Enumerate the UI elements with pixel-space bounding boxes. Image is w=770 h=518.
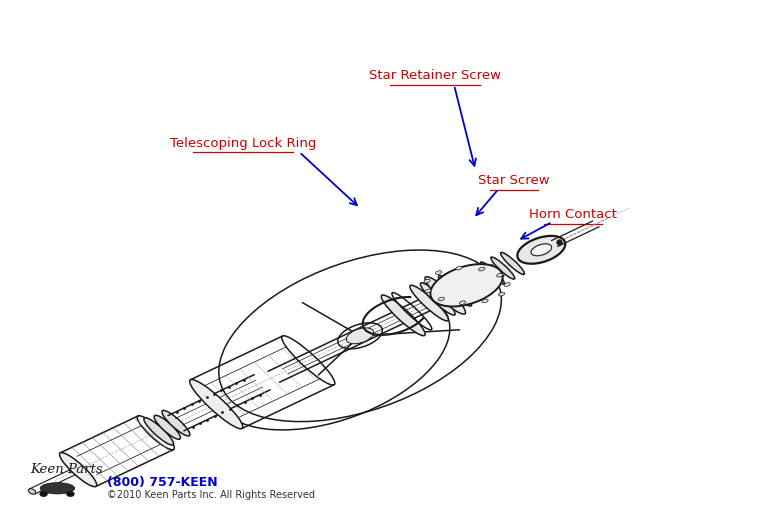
- Ellipse shape: [460, 301, 466, 305]
- Ellipse shape: [424, 279, 430, 283]
- Ellipse shape: [28, 488, 35, 494]
- Ellipse shape: [517, 236, 565, 264]
- Ellipse shape: [425, 277, 466, 314]
- Text: ©2010 Keen Parts Inc. All Rights Reserved: ©2010 Keen Parts Inc. All Rights Reserve…: [107, 490, 315, 500]
- Ellipse shape: [59, 453, 97, 487]
- Ellipse shape: [189, 380, 243, 429]
- Ellipse shape: [498, 292, 505, 296]
- Ellipse shape: [381, 295, 425, 336]
- Ellipse shape: [479, 267, 485, 271]
- Text: (800) 757-KEEN: (800) 757-KEEN: [107, 476, 218, 489]
- Ellipse shape: [482, 299, 488, 303]
- Ellipse shape: [66, 492, 74, 497]
- Ellipse shape: [40, 492, 48, 497]
- Text: Telescoping Lock Ring: Telescoping Lock Ring: [170, 137, 316, 150]
- Ellipse shape: [410, 285, 448, 321]
- Ellipse shape: [162, 410, 190, 436]
- Ellipse shape: [500, 252, 524, 275]
- Ellipse shape: [490, 257, 514, 279]
- Ellipse shape: [420, 283, 455, 315]
- Ellipse shape: [504, 283, 511, 286]
- Text: Keen Parts: Keen Parts: [31, 463, 103, 476]
- Ellipse shape: [531, 244, 551, 256]
- Ellipse shape: [436, 271, 442, 275]
- Text: Star Screw: Star Screw: [478, 174, 550, 187]
- Ellipse shape: [497, 274, 503, 277]
- Ellipse shape: [425, 289, 431, 293]
- Ellipse shape: [144, 418, 173, 445]
- Ellipse shape: [456, 266, 462, 270]
- Ellipse shape: [346, 328, 373, 344]
- Ellipse shape: [438, 297, 444, 301]
- Ellipse shape: [480, 262, 504, 284]
- Ellipse shape: [154, 415, 180, 439]
- Ellipse shape: [430, 264, 503, 307]
- Ellipse shape: [438, 276, 471, 306]
- Text: Star Retainer Screw: Star Retainer Screw: [369, 69, 500, 82]
- Text: Horn Contact: Horn Contact: [529, 208, 617, 221]
- Ellipse shape: [40, 483, 75, 494]
